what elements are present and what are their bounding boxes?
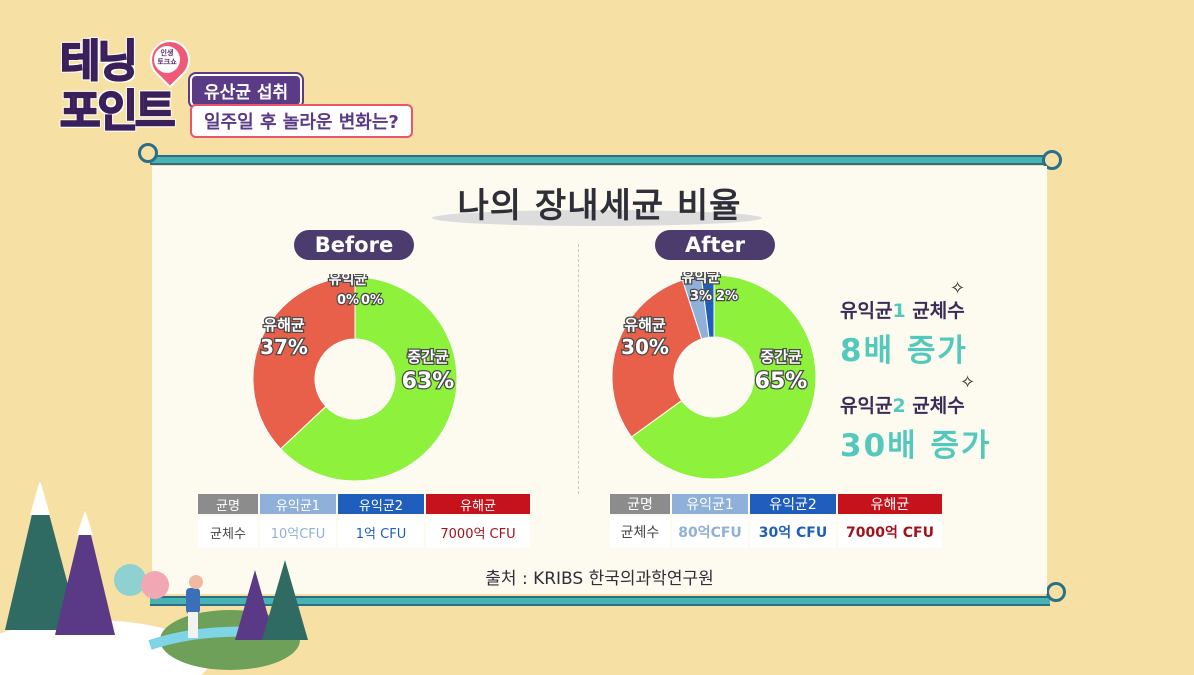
landscape-illustration xyxy=(0,480,308,675)
before-slice-1 xyxy=(252,276,356,450)
top-rail xyxy=(150,155,1050,165)
tree-teal-1 xyxy=(114,564,146,596)
highlight-1-suffix: 균체수 xyxy=(905,300,965,322)
after-value-0: 65% xyxy=(755,369,808,394)
highlight-2-num: 2 xyxy=(892,395,906,417)
before-cell-b1: 10억CFU xyxy=(260,516,336,548)
highlight-2-prefix: 유익균 xyxy=(840,395,893,417)
before-value-2: 0% xyxy=(337,293,359,308)
after-table: 균명 유익균1 유익균2 유해균 균체수 80억CFU 30억 CFU 7000… xyxy=(608,492,944,550)
center-divider xyxy=(578,244,579,494)
source-credit: 출처 : KRIBS 한국의과학연구원 xyxy=(485,569,714,589)
title-underline xyxy=(432,210,762,226)
highlight-1-prefix: 유익균 xyxy=(840,300,893,322)
tree-purple-right xyxy=(235,570,275,640)
after-header-name: 균명 xyxy=(610,494,670,514)
mountain-mid xyxy=(55,510,115,635)
after-slice-1 xyxy=(611,279,703,438)
after-label-2: 유익균 xyxy=(682,272,721,286)
rail-end-left-top xyxy=(138,143,158,163)
after-cell-label: 균체수 xyxy=(610,516,670,548)
before-label-1: 유해균 xyxy=(263,316,305,334)
after-cell-harm: 7000억 CFU xyxy=(838,516,942,548)
after-value-3: 2% xyxy=(716,289,738,304)
after-cell-b1: 80억CFU xyxy=(672,516,748,548)
highlight-2-big: 30배 증가 xyxy=(840,428,992,464)
logo-line-1: 테닝 xyxy=(59,36,139,87)
before-value-3: 0% xyxy=(361,293,383,308)
highlight-2: 유익균2 균체수 30배 증가 xyxy=(840,391,992,465)
board-title: 나의 장내세균 비율 xyxy=(457,186,742,226)
rail-end-right-bottom xyxy=(1046,582,1066,602)
highlight-2-suffix: 균체수 xyxy=(905,395,965,417)
before-slice-0 xyxy=(279,276,458,482)
before-label: Before xyxy=(294,230,414,260)
cloud-shape xyxy=(0,620,210,675)
after-header-b2: 유익균2 xyxy=(750,494,836,514)
before-header-b1: 유익균1 xyxy=(260,494,336,514)
highlight-2-label: 유익균2 균체수 xyxy=(840,391,992,418)
after-header-b1: 유익균1 xyxy=(672,494,748,514)
before-cell-harm: 7000억 CFU xyxy=(426,516,530,548)
logo-line-2: 포인트 xyxy=(59,86,176,137)
before-header-name: 균명 xyxy=(198,494,258,514)
after-slice-0 xyxy=(630,274,817,480)
rail-end-right-top xyxy=(1042,150,1062,170)
hiker-legs xyxy=(188,612,198,638)
highlight-1: 유익균1 균체수 8배 증가 xyxy=(840,296,968,370)
before-header-harm: 유해균 xyxy=(426,494,530,514)
before-value-1: 37% xyxy=(260,335,308,359)
before-cell-label: 균체수 xyxy=(198,516,258,548)
tree-pink xyxy=(141,571,169,599)
question-tag: 일주일 후 놀라운 변화는? xyxy=(190,104,413,138)
snow-cap-left xyxy=(30,480,50,515)
after-cell-b2: 30억 CFU xyxy=(750,516,836,548)
highlight-1-label: 유익균1 균체수 xyxy=(840,296,968,323)
show-logo: 테닝 포인트 xyxy=(52,36,192,146)
after-label: After xyxy=(655,230,775,260)
pin-line-2: 토크쇼 xyxy=(157,58,177,66)
topic-tag: 유산균 섭취 xyxy=(190,74,303,107)
before-cell-b2: 1억 CFU xyxy=(338,516,424,548)
snow-cap-mid xyxy=(77,510,93,535)
pin-line-1: 인생 xyxy=(160,49,174,57)
before-header-b2: 유익균2 xyxy=(338,494,424,514)
highlight-1-big: 8배 증가 xyxy=(840,333,968,369)
mountain-left xyxy=(5,480,80,630)
before-table: 균명 유익균1 유익균2 유해균 균체수 10억CFU 1억 CFU 7000억… xyxy=(196,492,532,550)
sparkle-icon-1: ✧ xyxy=(950,278,966,299)
pin-label: 인생 토크쇼 xyxy=(154,46,180,73)
after-label-1: 유해균 xyxy=(624,316,666,334)
hiker-head xyxy=(189,575,203,589)
after-slice-3 xyxy=(700,274,715,338)
after-label-0: 중간균 xyxy=(760,348,802,366)
after-value-2: 3% xyxy=(690,289,712,304)
before-value-0: 63% xyxy=(402,369,455,394)
before-label-0: 중간균 xyxy=(407,348,449,366)
sparkle-icon-2: ✧ xyxy=(960,372,976,393)
bottom-rail xyxy=(150,596,1050,606)
hiker-backpack xyxy=(186,588,200,614)
highlight-1-num: 1 xyxy=(892,300,906,322)
after-header-harm: 유해균 xyxy=(838,494,942,514)
before-label-2: 유익균 xyxy=(329,274,368,288)
after-value-1: 30% xyxy=(621,335,669,359)
info-board: 나의 장내세균 비율 Before After 중간균 63% 유해균 37% 유익균 0… xyxy=(152,166,1047,594)
tree-green-right xyxy=(262,560,308,640)
